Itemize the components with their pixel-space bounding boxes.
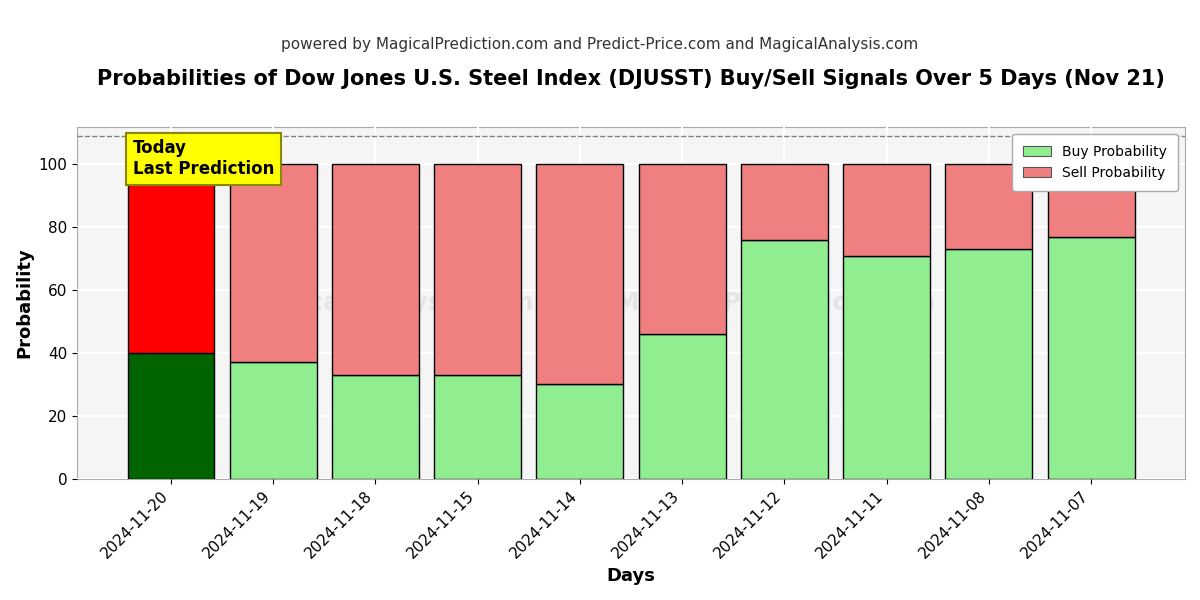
Bar (229, 164, 317, 362)
Text: MagicalPrediction.com: MagicalPrediction.com (614, 291, 936, 315)
Bar (844, 256, 930, 479)
Text: MagicalAnalysis.com: MagicalAnalysis.com (240, 291, 534, 315)
X-axis label: Days: Days (607, 567, 655, 585)
Title: Probabilities of Dow Jones U.S. Steel Index (DJUSST) Buy/Sell Signals Over 5 Day: Probabilities of Dow Jones U.S. Steel In… (97, 69, 1165, 89)
Bar (127, 164, 215, 353)
Legend: Buy Probability, Sell Probability: Buy Probability, Sell Probability (1012, 134, 1178, 191)
Bar (638, 164, 726, 334)
Text: Today
Last Prediction: Today Last Prediction (133, 139, 274, 178)
Bar (536, 164, 624, 385)
Bar (1048, 237, 1135, 479)
Bar (229, 362, 317, 479)
Bar (1048, 164, 1135, 237)
Bar (434, 375, 521, 479)
Bar (127, 353, 215, 479)
Bar (740, 164, 828, 240)
Bar (844, 164, 930, 256)
Bar (434, 164, 521, 375)
Bar (946, 164, 1032, 249)
Y-axis label: Probability: Probability (14, 247, 32, 358)
Bar (536, 385, 624, 479)
Bar (946, 249, 1032, 479)
Bar (638, 334, 726, 479)
Bar (332, 375, 419, 479)
Bar (740, 240, 828, 479)
Text: powered by MagicalPrediction.com and Predict-Price.com and MagicalAnalysis.com: powered by MagicalPrediction.com and Pre… (281, 37, 919, 52)
Bar (332, 164, 419, 375)
